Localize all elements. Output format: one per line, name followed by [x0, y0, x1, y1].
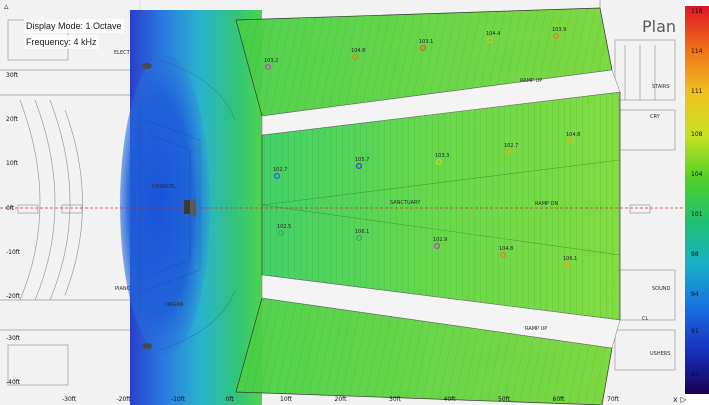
measurement-value: 103.3	[435, 153, 449, 159]
legend-tick-label: 94	[691, 291, 699, 298]
measurement-value: 104.8	[566, 132, 580, 138]
measurement-value: 105.7	[355, 157, 369, 163]
plan-label-cl: CL	[642, 316, 648, 322]
y-axis-tick-label: 30ft	[6, 72, 19, 79]
measurement-value: 102.5	[277, 224, 291, 230]
measurement-point[interactable]	[433, 242, 441, 250]
measurement-point[interactable]	[499, 251, 507, 259]
plan-label-ramp-up-top: RAMP UP	[520, 78, 542, 84]
view-name-label: Plan	[642, 17, 677, 36]
frequency-label: Frequency: 4 kHz	[24, 35, 99, 49]
y-axis-tick-label: 10ft	[6, 160, 19, 167]
measurement-markers: 103.2 104.8 103.1 104.4 103.9 103.3 102.7 104.8…	[264, 27, 580, 269]
x-axis-tick-label: 10ft	[280, 396, 293, 403]
legend-tick-label: 101	[691, 211, 703, 218]
x-axis: -30ft -20ft -10ft 0ft 10ft 20ft 30ft 40ft 50ft 60…	[62, 396, 620, 403]
measurement-point[interactable]	[552, 32, 560, 40]
plan-label-stairs: STAIRS	[652, 84, 669, 90]
y-axis: 30ft 20ft 10ft 0ft -10ft -20ft -30ft -40ft	[6, 72, 21, 386]
plan-label-elect: ELECT	[114, 50, 131, 56]
x-axis-tick-label: 40ft	[444, 396, 457, 403]
x-axis-tick-label: -30ft	[62, 396, 77, 403]
speaker-icon-lower[interactable]	[142, 343, 152, 349]
spl-color-legend: 118 114 111 108 104 101 98 94 91 87	[685, 6, 709, 396]
measurement-point[interactable]	[504, 148, 512, 156]
measurement-point[interactable]	[355, 234, 363, 242]
legend-tick-label: 104	[691, 171, 703, 178]
measurement-value: 104.8	[351, 48, 365, 54]
legend-tick-label: 108	[691, 131, 703, 138]
y-axis-tick-label: -30ft	[6, 335, 21, 342]
measurement-value: 103.9	[552, 27, 566, 33]
legend-tick-label: 114	[691, 48, 703, 55]
measurement-point[interactable]	[273, 172, 281, 180]
plan-label-cry: CRY	[650, 114, 661, 120]
measurement-point[interactable]	[486, 36, 494, 44]
display-mode-label: Display Mode: 1 Octave	[24, 19, 124, 33]
y-axis-tick-label: 20ft	[6, 116, 19, 123]
y-axis-tick-label: -40ft	[6, 379, 21, 386]
measurement-value: 102.7	[273, 167, 287, 173]
measurement-point[interactable]	[435, 158, 443, 166]
measurement-point[interactable]	[351, 53, 359, 61]
legend-tick-label: 98	[691, 251, 699, 258]
plan-label-chancel: CHANCEL	[152, 184, 176, 190]
plan-label-organ: ORGAN	[165, 302, 184, 308]
x-axis-tick-label: -10ft	[171, 396, 186, 403]
legend-gradient	[685, 6, 709, 394]
measurement-value: 102.7	[504, 143, 518, 149]
plan-label-sound: SOUND	[652, 286, 671, 292]
measurement-value: 102.9	[433, 237, 447, 243]
measurement-value: 103.2	[264, 58, 278, 64]
legend-color-bar	[685, 6, 709, 394]
view-controls[interactable]: x ▷	[673, 395, 687, 404]
y-axis-tick-label: -10ft	[6, 249, 21, 256]
plan-label-ushers: USHERS	[650, 351, 670, 357]
plan-label-ramp-up-bottom: RAMP UP	[525, 326, 547, 332]
measurement-value: 106.1	[355, 229, 369, 235]
x-axis-tick-label: 30ft	[389, 396, 402, 403]
measurement-value: 106.1	[563, 256, 577, 262]
plan-label-sanctuary: SANCTUARY	[390, 200, 421, 206]
measurement-point[interactable]	[419, 44, 427, 52]
measurement-value: 104.4	[486, 31, 500, 37]
x-axis-tick-label: 60ft	[553, 396, 566, 403]
measurement-point[interactable]	[566, 137, 574, 145]
measurement-value: 104.8	[499, 246, 513, 252]
compass-north-icon[interactable]: ▵	[4, 2, 9, 12]
measurement-point[interactable]	[355, 162, 363, 170]
speaker-source-icon[interactable]	[184, 198, 196, 218]
plan-label-piano: PIANO	[115, 286, 131, 292]
measurement-point[interactable]	[563, 261, 571, 269]
y-axis-tick-label: -20ft	[6, 293, 21, 300]
x-axis-tick-label: 20ft	[335, 396, 348, 403]
legend-tick-label: 118	[691, 8, 703, 15]
legend-tick-label: 87	[691, 371, 699, 378]
measurement-point[interactable]	[264, 63, 272, 71]
x-axis-tick-label: 50ft	[498, 396, 511, 403]
plan-label-ramp-dn: RAMP DN	[535, 201, 558, 207]
legend-tick-label: 111	[691, 88, 703, 95]
x-axis-tick-label: 70ft	[607, 396, 620, 403]
x-axis-tick-label: -20ft	[117, 396, 132, 403]
speaker-icon-upper[interactable]	[142, 63, 152, 69]
y-axis-tick-label: 0ft	[6, 205, 15, 212]
chancel-cold-zone	[120, 55, 210, 355]
measurement-point[interactable]	[277, 229, 285, 237]
x-axis-tick-label: 0ft	[226, 396, 235, 403]
legend-tick-label: 91	[691, 328, 699, 335]
measurement-value: 103.1	[419, 39, 433, 45]
